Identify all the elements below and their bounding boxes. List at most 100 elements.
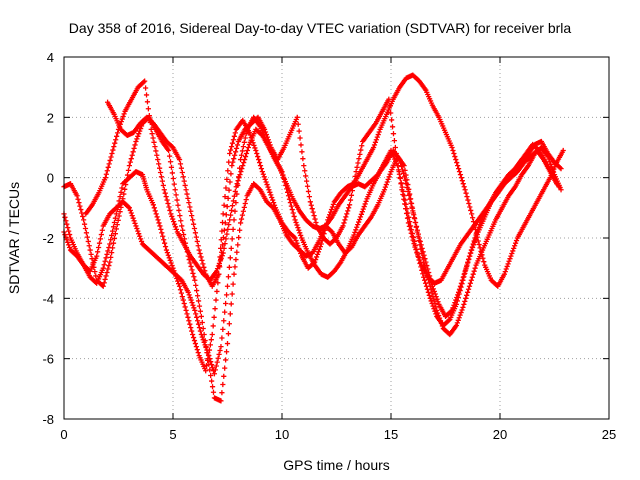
data-point	[105, 164, 111, 170]
data-point	[283, 182, 289, 189]
data-point	[109, 150, 115, 157]
data-point	[270, 197, 276, 203]
data-point	[457, 283, 464, 289]
data-point	[557, 165, 563, 171]
data-point	[234, 249, 240, 255]
data-point	[182, 182, 188, 189]
data-point	[132, 142, 138, 148]
data-point	[208, 359, 214, 365]
data-point	[160, 233, 166, 239]
data-point	[465, 197, 471, 203]
data-point	[217, 264, 223, 270]
data-point	[119, 116, 125, 122]
data-point	[407, 196, 413, 202]
data-point	[399, 187, 405, 193]
data-point	[456, 169, 463, 175]
data-point	[342, 217, 348, 223]
data-point	[198, 254, 204, 260]
data-point	[502, 269, 508, 275]
data-point	[157, 165, 163, 171]
data-point	[185, 195, 191, 201]
data-point	[194, 314, 200, 320]
data-point	[171, 221, 178, 227]
data-point	[193, 311, 199, 317]
data-point	[285, 189, 291, 195]
data-point	[242, 153, 249, 160]
data-point	[351, 178, 357, 184]
data-point	[505, 261, 511, 267]
data-point	[357, 151, 363, 157]
data-point	[81, 217, 87, 223]
data-point	[386, 96, 392, 102]
data-point	[226, 187, 232, 193]
data-point	[168, 260, 174, 266]
data-point	[125, 167, 132, 173]
data-point	[191, 337, 198, 344]
data-point	[391, 138, 398, 144]
data-point	[177, 161, 184, 167]
data-point	[202, 268, 208, 274]
data-point	[191, 274, 197, 280]
data-point	[409, 204, 415, 210]
data-point	[209, 362, 215, 368]
data-point	[462, 268, 468, 274]
data-point	[410, 237, 416, 243]
data-point	[464, 292, 470, 298]
data-point	[466, 256, 472, 262]
data-point	[195, 350, 201, 356]
data-point	[224, 340, 231, 347]
data-point	[346, 202, 353, 208]
data-point	[149, 131, 155, 137]
data-point	[433, 311, 439, 317]
data-point	[225, 168, 231, 174]
data-point	[457, 172, 464, 178]
data-point	[195, 298, 202, 304]
data-point	[471, 239, 478, 245]
data-point	[127, 159, 133, 165]
data-point	[167, 257, 173, 264]
data-point	[330, 201, 336, 207]
data-point	[159, 178, 166, 184]
data-point	[413, 223, 420, 229]
data-point	[199, 319, 205, 326]
data-point	[66, 242, 72, 248]
data-point	[269, 194, 275, 201]
data-point	[462, 298, 468, 304]
data-point	[216, 271, 222, 277]
data-point	[350, 183, 356, 189]
data-point	[294, 114, 300, 120]
data-point	[413, 247, 419, 253]
data-point	[223, 349, 230, 355]
data-point	[469, 211, 475, 217]
data-point	[100, 283, 106, 289]
data-point	[203, 368, 209, 374]
data-point	[246, 129, 252, 136]
data-point	[224, 203, 230, 210]
data-point	[453, 156, 459, 163]
data-point	[360, 206, 366, 212]
data-point	[239, 148, 246, 154]
data-point	[106, 262, 112, 269]
data-point	[154, 152, 160, 158]
data-point	[135, 133, 141, 139]
data-point	[411, 212, 417, 218]
data-point	[222, 220, 228, 226]
data-point	[389, 117, 395, 123]
data-point	[454, 294, 460, 301]
data-point	[194, 238, 200, 245]
data-point	[234, 181, 240, 187]
data-point	[507, 256, 513, 262]
data-point	[297, 135, 303, 141]
data-point	[116, 213, 122, 219]
data-point	[361, 203, 367, 210]
data-point	[105, 266, 111, 272]
data-point	[162, 190, 168, 196]
data-point	[381, 187, 388, 193]
data-point	[223, 357, 229, 363]
data-point	[108, 154, 114, 160]
data-point	[285, 193, 292, 199]
data-point	[345, 208, 351, 214]
data-point	[143, 92, 150, 98]
data-point	[472, 265, 478, 271]
data-point	[209, 384, 216, 390]
